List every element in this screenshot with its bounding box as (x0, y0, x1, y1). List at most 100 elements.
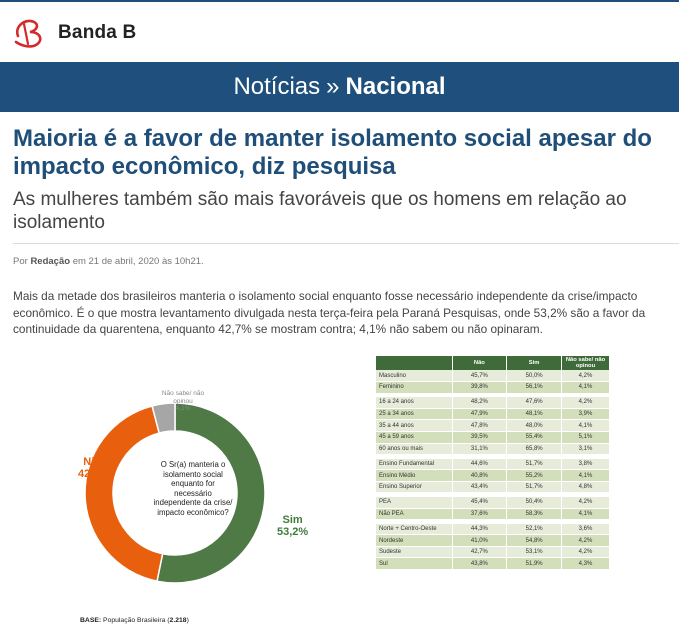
table-header-row: Não Sim Não sabe/ não opinou (376, 356, 610, 370)
table-cell: 4,3% (561, 557, 610, 570)
table-cell: 53,1% (506, 546, 562, 559)
row-label: 16 a 24 anos (376, 396, 453, 409)
col-header-category (376, 356, 453, 370)
row-label: Sudeste (376, 546, 453, 559)
byline-prefix: Por (13, 256, 28, 267)
table-cell: 48,1% (506, 408, 562, 421)
table-row: Nordeste 41,0% 54,8% 4,2% (376, 534, 610, 547)
table-cell: 3,1% (561, 443, 610, 456)
spacer-cell (376, 454, 610, 459)
table-cell: 44,6% (452, 458, 508, 471)
table-cell: 37,6% (452, 508, 508, 521)
table-row: Não PEA 37,6% 58,3% 4,1% (376, 508, 610, 521)
col-header-nao: Não (452, 356, 508, 370)
table-cell: 43,4% (452, 481, 508, 494)
table-row: Norte + Centro-Oeste 44,3% 52,1% 3,6% (376, 523, 610, 536)
table-cell: 5,1% (561, 431, 610, 444)
row-label: Masculino (376, 370, 453, 383)
table-cell: 4,2% (561, 534, 610, 547)
site-header: Banda B (0, 0, 679, 60)
table-cell: 45,7% (452, 370, 508, 383)
row-label: 35 a 44 anos (376, 419, 453, 432)
banda-b-logo-icon (14, 19, 42, 48)
table-cell: 51,7% (506, 481, 562, 494)
site-name: Banda B (58, 22, 137, 43)
row-label: 45 a 59 anos (376, 431, 453, 444)
donut-hole (114, 432, 236, 554)
sample-base-note: BASE: População Brasileira (2.218) (80, 617, 189, 624)
table-row: Ensino Médio 40,8% 55,2% 4,1% (376, 469, 610, 482)
donut-slice-sim (156, 402, 266, 584)
table-cell: 51,9% (506, 557, 562, 570)
table-cell: 41,0% (452, 534, 508, 547)
table-cell: 48,2% (452, 396, 508, 409)
article-body: Mais da metade dos brasileiros manteria … (13, 289, 646, 336)
table-cell: 55,2% (506, 469, 562, 482)
table-cell: 4,1% (561, 381, 610, 394)
byline-date: em 21 de abril, 2020 às 10h21. (72, 256, 204, 267)
slice-name-sim: Sim (282, 514, 303, 526)
table-row: Ensino Fundamental 44,6% 51,7% 3,8% (376, 458, 610, 471)
section-banner: Notícias » Nacional (0, 62, 679, 112)
col-header-sim: Sim (506, 356, 562, 370)
row-label: PEA (376, 496, 453, 509)
base-text: População Brasileira (103, 617, 166, 624)
table-cell: 39,5% (452, 431, 508, 444)
table-row: PEA 45,4% 50,4% 4,2% (376, 496, 610, 509)
col-header-nao-sabe: Não sabe/ não opinou (561, 356, 610, 370)
slice-label-nao: Não 42,7% (78, 456, 109, 480)
table-cell: 42,7% (452, 546, 508, 559)
section-category[interactable]: Notícias (233, 73, 321, 100)
base-value: 2.218 (169, 617, 187, 624)
site-logo[interactable]: Banda B (12, 16, 136, 50)
table-cell: 4,2% (561, 370, 610, 383)
section-separator: » (326, 73, 340, 100)
table-cell: 40,8% (452, 469, 508, 482)
slice-value-sim: 53,2% (277, 526, 309, 538)
table-group-spacer (376, 519, 610, 524)
slice-value-nao: 42,7% (78, 468, 110, 480)
table-cell: 47,6% (506, 396, 562, 409)
section-subcategory[interactable]: Nacional (345, 73, 446, 100)
crosstab-table: Não Sim Não sabe/ não opinou Masculino 45… (376, 356, 610, 570)
table-cell: 52,1% (506, 523, 562, 536)
table-row: Feminino 39,8% 56,1% 4,1% (376, 381, 610, 394)
donut-slice-nao (84, 405, 164, 583)
base-label: BASE: (80, 617, 102, 624)
table-cell: 51,7% (506, 458, 562, 471)
slice-label-nao-sabe: Não sabe/ não opinou 4,1% (160, 390, 206, 413)
table-cell: 4,8% (561, 481, 610, 494)
header-divider (13, 243, 679, 244)
table-cell: 4,1% (561, 508, 610, 521)
table-row: 45 a 59 anos 39,5% 55,4% 5,1% (376, 431, 610, 444)
chart-question: O Sr(a) manteria o isolamento social enq… (153, 460, 233, 517)
row-label: Feminino (376, 381, 453, 394)
slice-name-nao-sabe: Não sabe/ não opinou (161, 390, 205, 405)
spacer-cell (376, 393, 610, 398)
spacer-cell (376, 519, 610, 524)
byline-author[interactable]: Redação (30, 256, 71, 267)
row-label: 60 anos ou mais (376, 443, 453, 456)
table-row: 60 anos ou mais 31,1% 65,8% 3,1% (376, 443, 610, 456)
row-label: Norte + Centro-Oeste (376, 523, 453, 536)
table-row: Ensino Superior 43,4% 51,7% 4,8% (376, 481, 610, 494)
table-cell: 4,2% (561, 396, 610, 409)
table-cell: 31,1% (452, 443, 508, 456)
donut-slice-nao-sabe (151, 402, 176, 434)
table-cell: 4,1% (561, 469, 610, 482)
table-cell: 43,8% (452, 557, 508, 570)
table-cell: 44,3% (452, 523, 508, 536)
slice-label-sim: Sim 53,2% (277, 514, 308, 538)
table-row: Masculino 45,7% 50,0% 4,2% (376, 370, 610, 383)
table-cell: 48,0% (506, 419, 562, 432)
table-cell: 3,6% (561, 523, 610, 536)
survey-infographic: Não sabe/ não opinou 4,1% Não 42,7% Sim … (0, 350, 679, 630)
table-cell: 65,8% (506, 443, 562, 456)
table-cell: 55,4% (506, 431, 562, 444)
row-label: Nordeste (376, 534, 453, 547)
donut-chart (84, 402, 266, 584)
table-group-spacer (376, 492, 610, 497)
table-group-spacer (376, 393, 610, 398)
table-cell: 56,1% (506, 381, 562, 394)
table-group-spacer (376, 454, 610, 459)
